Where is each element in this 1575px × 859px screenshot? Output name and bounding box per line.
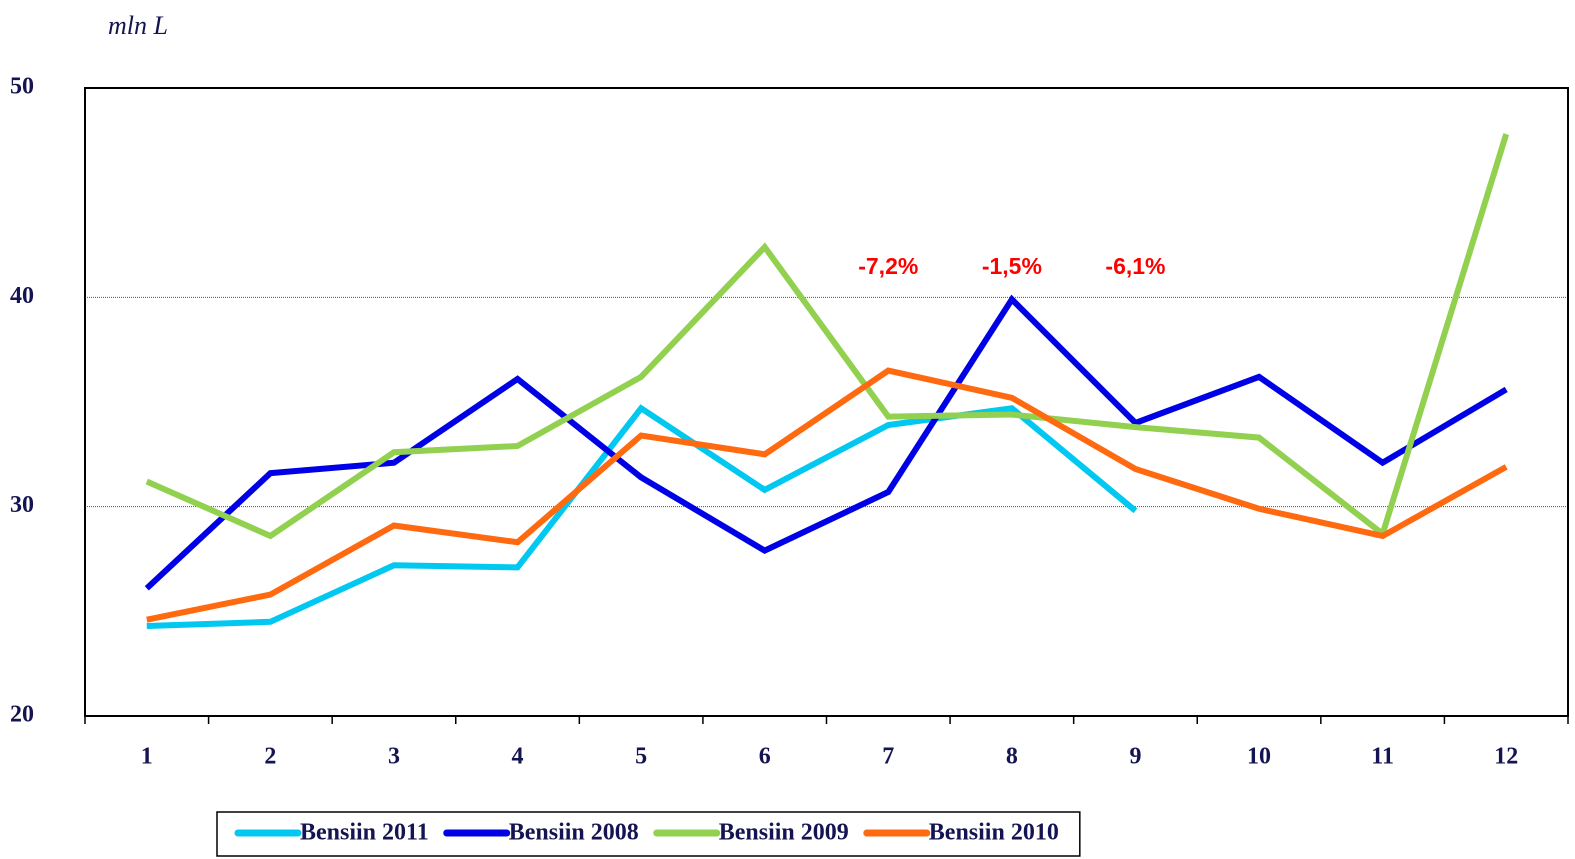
- x-tick-label: 2: [264, 744, 276, 770]
- y-tick-label: 20: [10, 702, 34, 728]
- x-tick-label: 7: [882, 744, 894, 770]
- x-tick-label: 9: [1129, 744, 1141, 770]
- y-axis-label: mln L: [108, 11, 168, 40]
- y-tick-label: 50: [10, 74, 34, 100]
- annotation: -1,5%: [982, 253, 1042, 279]
- x-tick-label: 8: [1006, 744, 1018, 770]
- series-line: [146, 367, 1508, 623]
- y-tick-label: 30: [10, 492, 34, 518]
- legend: Bensiin 2011 Bensiin 2008 Bensiin 2009 Bens…: [216, 811, 1081, 857]
- series-line: [145, 133, 1510, 540]
- x-tick-label: 10: [1247, 744, 1271, 770]
- annotation: -7,2%: [858, 253, 918, 279]
- x-tick-label: 3: [388, 744, 400, 770]
- legend-label: Bensiin 2011: [300, 820, 429, 846]
- series-line: [144, 294, 1508, 591]
- x-tick-label: 12: [1494, 744, 1518, 770]
- x-tick-label: 4: [512, 744, 524, 770]
- legend-label: Bensiin 2008: [509, 820, 639, 846]
- plot-border: [84, 87, 1569, 717]
- legend-label: Bensiin 2010: [929, 820, 1059, 846]
- legend-box: [216, 811, 1081, 857]
- x-tick-label: 6: [759, 744, 771, 770]
- y-tick-label: 40: [10, 283, 34, 309]
- x-tick-label: 1: [141, 744, 153, 770]
- annotation: -6,1%: [1105, 253, 1165, 279]
- x-tick-label: 11: [1371, 744, 1394, 770]
- legend-label: Bensiin 2009: [719, 820, 849, 846]
- x-tick-label: 5: [635, 744, 647, 770]
